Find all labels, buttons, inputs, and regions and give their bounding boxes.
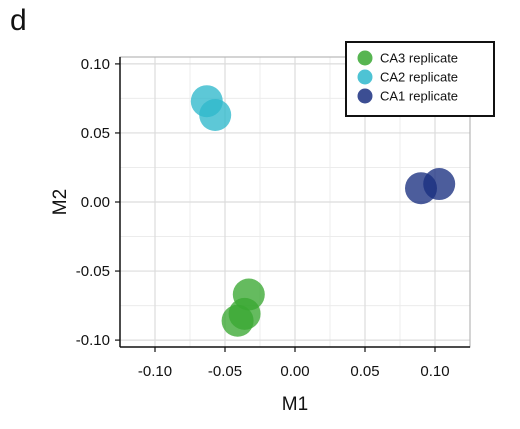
legend: CA3 replicate CA2 replicate CA1 replicate bbox=[346, 42, 494, 116]
x-tick-label: -0.05 bbox=[208, 363, 242, 380]
x-axis-title: M1 bbox=[282, 394, 308, 415]
legend-label: CA1 replicate bbox=[380, 89, 458, 104]
legend-marker bbox=[358, 89, 373, 104]
data-point bbox=[405, 172, 437, 204]
x-tick-label: 0.10 bbox=[420, 363, 449, 380]
legend-marker bbox=[358, 70, 373, 85]
y-tick-label: 0.10 bbox=[81, 56, 110, 73]
y-tick-label: -0.05 bbox=[76, 263, 110, 280]
x-tick-label: -0.10 bbox=[138, 363, 172, 380]
x-tick-label: 0.05 bbox=[350, 363, 379, 380]
data-point bbox=[222, 305, 254, 337]
legend-marker bbox=[358, 51, 373, 66]
legend-label: CA3 replicate bbox=[380, 51, 458, 66]
y-tick-label: -0.10 bbox=[76, 332, 110, 349]
y-axis-title: M2 bbox=[50, 189, 71, 215]
legend-label: CA2 replicate bbox=[380, 70, 458, 85]
y-tick-label: 0.00 bbox=[81, 194, 110, 211]
x-tick-label: 0.00 bbox=[280, 363, 309, 380]
y-tick-label: 0.05 bbox=[81, 125, 110, 142]
data-point bbox=[199, 99, 231, 131]
